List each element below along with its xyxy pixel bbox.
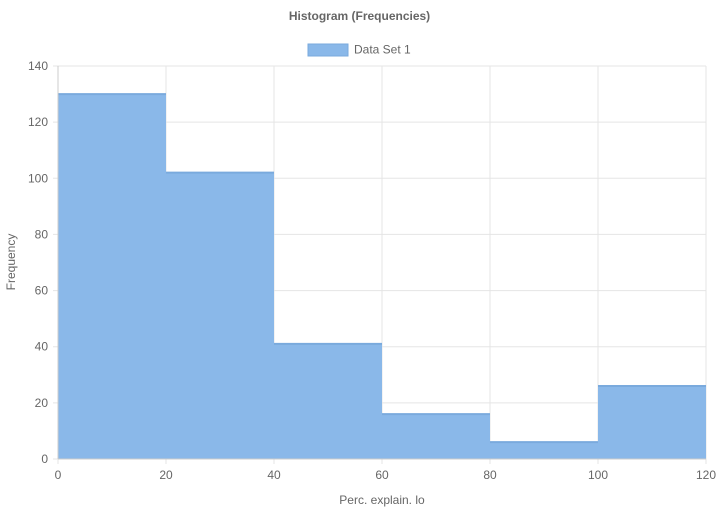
axes xyxy=(57,66,706,460)
chart-title: Histogram (Frequencies) xyxy=(289,9,430,23)
x-tick-label: 120 xyxy=(696,468,716,482)
y-tick-label: 100 xyxy=(28,171,48,185)
histogram-bar[interactable] xyxy=(166,172,274,459)
x-tick-label: 100 xyxy=(588,468,608,482)
x-tick-label: 80 xyxy=(483,468,497,482)
x-tick-label: 60 xyxy=(375,468,389,482)
y-axis-ticks: 0 20 40 60 80 100 120 140 xyxy=(28,59,48,466)
x-tick-label: 20 xyxy=(159,468,173,482)
x-axis-title: Perc. explain. lo xyxy=(339,493,425,507)
histogram-bar[interactable] xyxy=(274,343,382,459)
x-axis-ticks: 0 20 40 60 80 100 120 xyxy=(55,468,717,482)
bars xyxy=(58,93,706,460)
y-tick-label: 20 xyxy=(35,396,49,410)
histogram-bar[interactable] xyxy=(58,94,166,460)
x-tick-label: 0 xyxy=(55,468,62,482)
y-tick-label: 140 xyxy=(28,59,48,73)
histogram-bar[interactable] xyxy=(598,386,706,459)
y-tick-label: 40 xyxy=(35,340,49,354)
y-tick-label: 60 xyxy=(35,284,49,298)
y-axis-title: Frequency xyxy=(4,234,18,291)
legend-label: Data Set 1 xyxy=(354,43,411,57)
y-tick-label: 120 xyxy=(28,115,48,129)
y-tick-label: 0 xyxy=(41,452,48,466)
x-tick-label: 40 xyxy=(267,468,281,482)
legend-swatch xyxy=(307,43,349,57)
histogram-bar[interactable] xyxy=(490,442,598,459)
legend[interactable]: Data Set 1 xyxy=(307,43,411,57)
histogram-bar[interactable] xyxy=(382,414,490,459)
y-tick-label: 80 xyxy=(35,227,49,241)
